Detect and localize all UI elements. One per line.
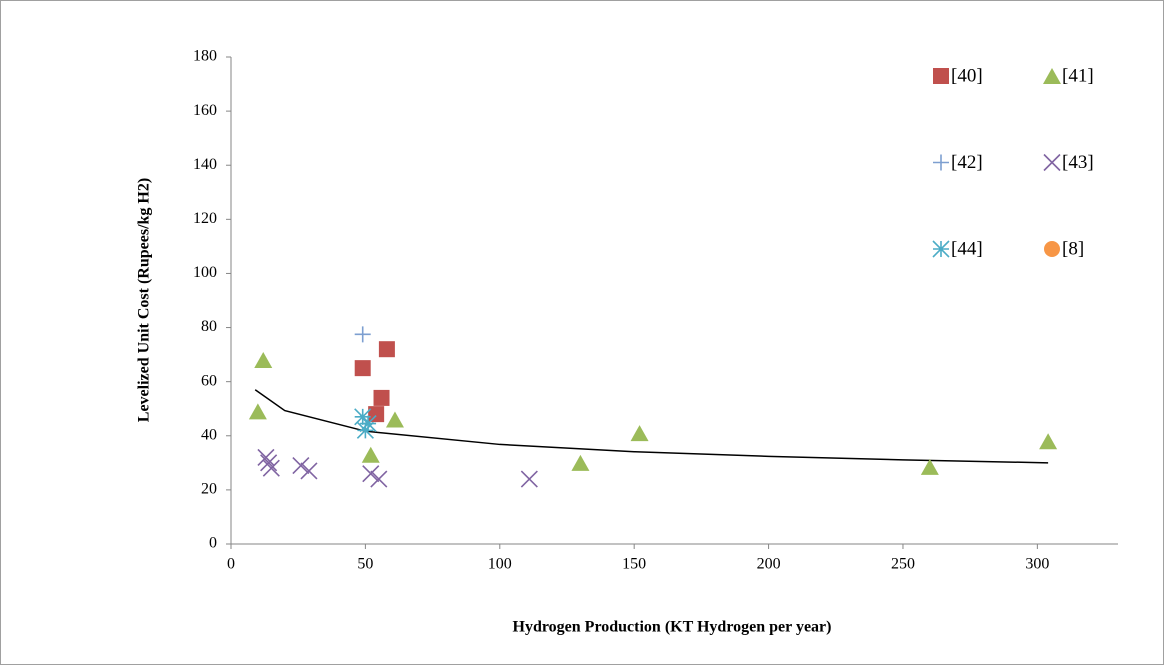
x-axis-title: Hydrogen Production (KT Hydrogen per yea… [513, 619, 832, 636]
x-tick-label: 250 [891, 556, 915, 573]
point [368, 406, 385, 423]
x-tick-label: 300 [1025, 556, 1049, 573]
point [292, 456, 310, 475]
legend-marker [1044, 241, 1060, 257]
x-tick-label: 0 [227, 556, 235, 573]
y-tick-label: 20 [201, 481, 217, 498]
y-tick-label: 60 [201, 372, 217, 389]
point [359, 415, 377, 433]
point [356, 421, 374, 439]
point [361, 446, 380, 463]
point [257, 448, 275, 466]
legend-label: [40] [951, 65, 983, 86]
legend-label: [8] [1062, 238, 1084, 259]
point [254, 352, 273, 369]
y-tick-label: 100 [193, 264, 217, 281]
x-tick-label: 200 [757, 556, 781, 573]
point [370, 470, 388, 488]
trendline [254, 389, 1049, 464]
legend-label: [41] [1062, 65, 1094, 86]
legend-marker [933, 68, 949, 84]
y-axis-title: Levelized Unit Cost (Rupees/kg H2) [136, 178, 153, 422]
point [630, 425, 649, 442]
legend-label: [42] [951, 152, 983, 173]
point [571, 454, 590, 471]
point [1039, 433, 1058, 450]
point [362, 465, 380, 483]
y-tick-label: 180 [193, 48, 217, 65]
point [354, 408, 372, 426]
point [378, 341, 395, 358]
legend-marker [1043, 68, 1061, 84]
legend-label: [43] [1062, 152, 1094, 173]
point [354, 326, 371, 343]
legend-marker [932, 240, 950, 258]
legend-marker [1043, 153, 1061, 172]
point [260, 454, 278, 472]
x-tick-label: 50 [357, 556, 373, 573]
point [373, 389, 390, 406]
point [300, 462, 318, 480]
legend-label: [44] [951, 238, 983, 259]
x-tick-label: 150 [622, 556, 646, 573]
point [248, 403, 267, 420]
point [354, 360, 371, 377]
point [920, 458, 939, 475]
y-tick-label: 80 [201, 318, 217, 335]
point [385, 411, 404, 428]
point [262, 459, 280, 477]
point [520, 470, 538, 488]
y-tick-label: 140 [193, 156, 217, 173]
legend-marker [933, 154, 949, 171]
y-tick-label: 160 [193, 102, 217, 119]
y-tick-label: 120 [193, 210, 217, 227]
y-tick-label: 0 [209, 535, 217, 552]
y-tick-label: 40 [201, 426, 217, 443]
x-tick-label: 100 [488, 556, 512, 573]
